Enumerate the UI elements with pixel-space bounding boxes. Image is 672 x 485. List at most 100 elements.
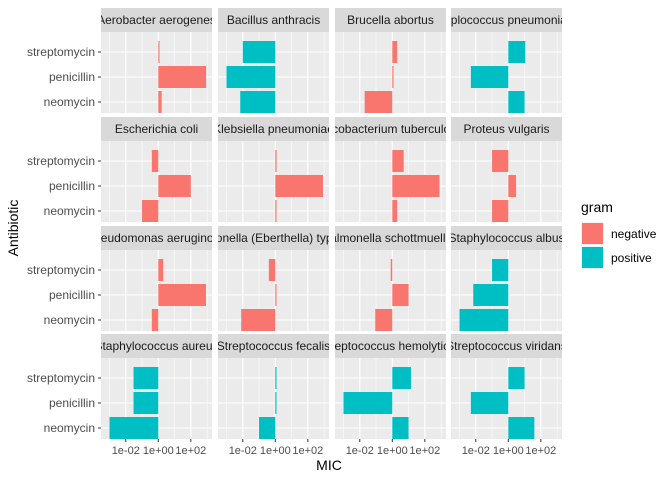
bar-streptomycin (492, 150, 509, 172)
bar-neomycin (508, 91, 525, 113)
y-tick-label: streptomycin (27, 154, 95, 168)
x-tick-label: 1e-02 (112, 445, 140, 457)
bar-streptomycin (392, 41, 398, 63)
bar-neomycin (375, 309, 393, 331)
bar-streptomycin (151, 150, 159, 172)
facet-title: Klebsiella pneumoniae (213, 122, 334, 136)
y-tick-label: streptomycin (27, 45, 95, 59)
bar-streptomycin (390, 259, 393, 281)
bar-penicillin (473, 284, 509, 306)
x-tick-label: 1e+02 (175, 445, 206, 457)
bar-streptomycin (268, 259, 276, 281)
facet-panel: Diplococcus pneumoniae (439, 8, 573, 113)
x-tick-label: 1e+02 (292, 445, 323, 457)
bar-streptomycin (392, 367, 411, 389)
facet-strip (335, 117, 446, 141)
y-tick-label: penicillin (49, 179, 95, 193)
facet-title: Mycobacterium tuberculosis (316, 122, 465, 136)
bar-streptomycin (275, 367, 277, 389)
bar-neomycin (508, 417, 535, 439)
y-tick-label: penicillin (49, 70, 95, 84)
bar-neomycin (259, 417, 276, 439)
facet-strip (218, 226, 329, 250)
facet-strip (451, 334, 562, 358)
bar-streptomycin (242, 41, 276, 63)
x-tick-label: 1e+02 (409, 445, 440, 457)
bar-penicillin (392, 66, 394, 88)
x-tick-label: 1e-02 (462, 445, 490, 457)
bar-penicillin (275, 392, 277, 414)
y-tick-label: streptomycin (27, 371, 95, 385)
facet-title: Bacillus anthracis (227, 13, 320, 27)
bar-streptomycin (508, 41, 526, 63)
bar-streptomycin (392, 150, 404, 172)
bar-streptomycin (275, 150, 277, 172)
facet-title: Salmonella schottmuelleri (322, 231, 459, 245)
bar-penicillin (392, 175, 440, 197)
facet-title: Diplococcus pneumoniae (439, 13, 573, 27)
bar-penicillin (470, 66, 509, 88)
legend-swatch (582, 247, 603, 268)
bar-neomycin (151, 309, 159, 331)
facet-title: Streptococcus fecalis (217, 339, 330, 353)
facet-title: Staphylococcus albus (448, 231, 564, 245)
y-tick-label: neomycin (44, 204, 95, 218)
facet-title: Salmonella (Eberthella) typhosa (188, 231, 358, 245)
bar-streptomycin (133, 367, 159, 389)
facet-panel: Klebsiella pneumoniae (213, 117, 334, 222)
facet-title: Staphylococcus aureus (94, 339, 218, 353)
facet-panel: Mycobacterium tuberculosis (316, 117, 465, 222)
legend-label: positive (611, 251, 652, 265)
facet-panel: Staphylococcus albus (448, 226, 564, 331)
facet-panel: Pseudomonas aeruginosa streptomycin penici… (27, 226, 212, 331)
facet-panel: Proteus vulgaris (451, 117, 562, 222)
facet-title: Streptococcus hemolyticus (319, 339, 462, 353)
facet-panel: Salmonella schottmuelleri (322, 226, 459, 331)
facet-panel: Aerobacter aerogenes streptomycin penicill… (27, 8, 212, 113)
facet-title: Brucella abortus (347, 13, 434, 27)
bar-penicillin (470, 392, 509, 414)
y-tick-label: neomycin (44, 95, 95, 109)
bar-penicillin (343, 392, 393, 414)
facet-strip (101, 334, 212, 358)
facet-strip (101, 8, 212, 32)
bar-penicillin (275, 175, 323, 197)
y-tick-label: penicillin (49, 396, 95, 410)
x-axis-title: MIC (316, 457, 342, 473)
facet-strip (451, 226, 562, 250)
bar-neomycin (392, 200, 398, 222)
legend-title: gram (581, 199, 613, 215)
facet-title: Streptococcus viridans (446, 339, 567, 353)
bar-neomycin (158, 91, 162, 113)
y-tick-label: penicillin (49, 288, 95, 302)
facet-panel: Staphylococcus aureus streptomycin penicil… (27, 334, 218, 457)
facet-strip (451, 117, 562, 141)
bar-streptomycin (158, 41, 160, 63)
x-tick-label: 1e-02 (229, 445, 257, 457)
x-tick-label: 1e+00 (493, 445, 524, 457)
facet-panel: Salmonella (Eberthella) typhosa (188, 226, 358, 331)
facet-strip (218, 8, 329, 32)
bar-neomycin (459, 309, 509, 331)
x-tick-label: 1e+00 (377, 445, 408, 457)
bar-penicillin (508, 175, 517, 197)
facet-strip (335, 334, 446, 358)
bar-neomycin (240, 91, 276, 113)
facet-panel: Brucella abortus (335, 8, 446, 113)
legend-label: negative (611, 227, 657, 241)
bar-penicillin (158, 66, 207, 88)
bar-streptomycin (508, 367, 525, 389)
bar-streptomycin (158, 259, 164, 281)
x-tick-label: 1e+00 (143, 445, 174, 457)
facet-panel: Bacillus anthracis (218, 8, 329, 113)
bar-neomycin (109, 417, 159, 439)
facet-strip (218, 334, 329, 358)
bar-neomycin (364, 91, 393, 113)
x-tick-label: 1e-02 (346, 445, 374, 457)
facet-panel: Streptococcus hemolyticus 1e-02 1e+00 1e+02 (319, 334, 462, 457)
facet-panel: Streptococcus viridans 1e-02 1e+00 1e+02 (446, 334, 567, 457)
bar-penicillin (392, 284, 409, 306)
facet-panel: Streptococcus fecalis 1e-02 1e+00 1e+02 (217, 334, 330, 457)
